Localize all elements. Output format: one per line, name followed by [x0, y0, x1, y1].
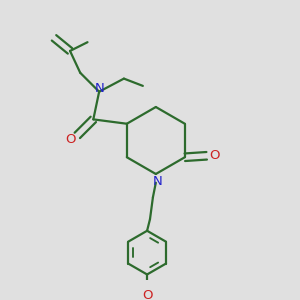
Text: O: O [65, 133, 75, 146]
Text: O: O [142, 289, 152, 300]
Text: N: N [152, 175, 162, 188]
Text: N: N [94, 82, 104, 95]
Text: O: O [210, 149, 220, 162]
